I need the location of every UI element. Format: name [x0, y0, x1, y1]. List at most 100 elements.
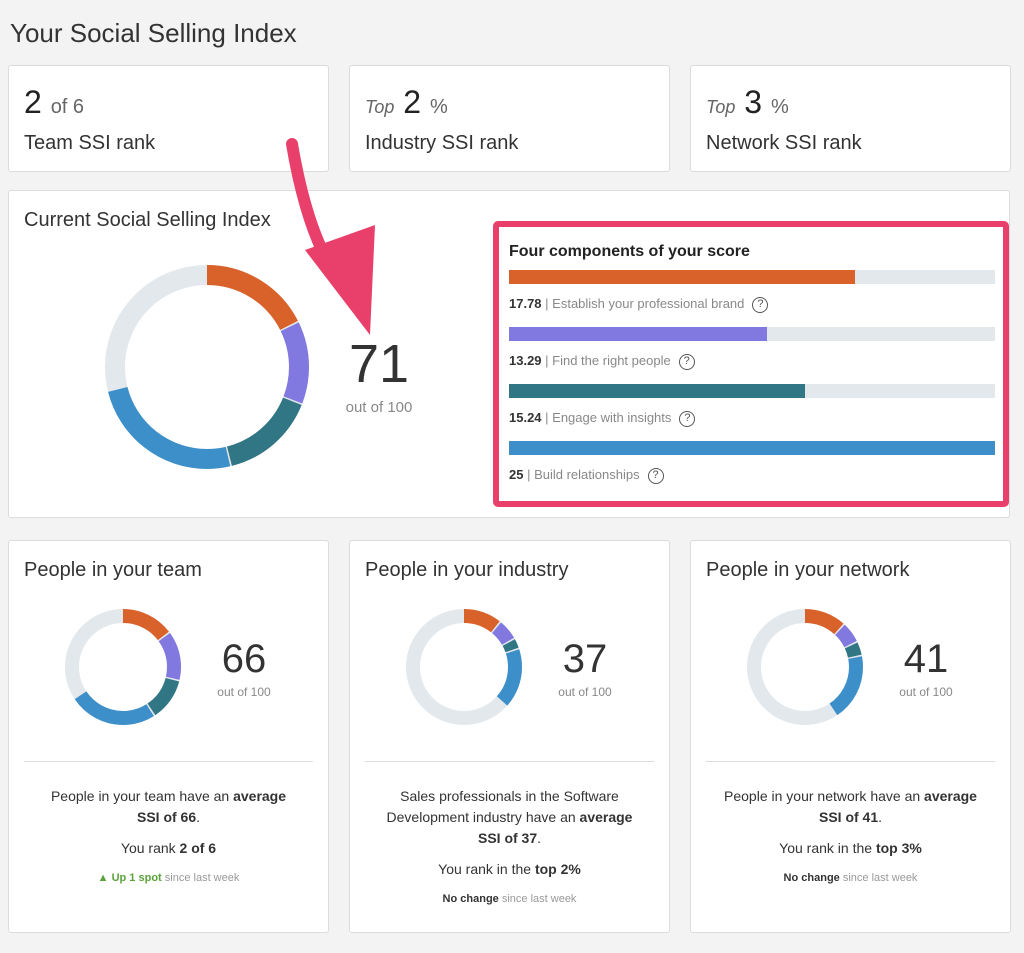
donut-segment	[65, 609, 181, 725]
donut-segment	[406, 609, 522, 725]
help-icon[interactable]: ?	[678, 353, 695, 370]
rank-number: 2	[24, 84, 42, 120]
desc-average: average SSI of 41	[818, 788, 977, 825]
change-period: since last week	[501, 893, 577, 905]
help-icon[interactable]: ?	[679, 410, 696, 427]
rank-suffix: %	[429, 96, 448, 118]
rank-bold: 2 of 6	[179, 840, 217, 856]
rank-card: 2 of 6 Team SSI rank	[8, 65, 329, 172]
component-bar-fill	[509, 441, 995, 455]
rank-label: Team SSI rank	[24, 132, 156, 154]
peer-group-change: No change since last week	[691, 872, 1010, 884]
donut-segment	[65, 609, 181, 725]
rank-suffix: of 6	[50, 96, 85, 118]
component-label: 17.78 | Establish your professional bran…	[509, 296, 769, 313]
component-value: 17.78	[509, 296, 542, 311]
change-period: since last week	[164, 872, 240, 884]
peer-group-rank: You rank in the top 2%	[350, 859, 669, 880]
donut-segment	[105, 265, 309, 469]
current-ssi-out-of: out of 100	[345, 399, 413, 416]
desc-average: average SSI of 37	[477, 809, 633, 846]
desc-text: People in your network have an	[724, 788, 921, 804]
peer-group-title: People in your industry	[365, 559, 569, 581]
component-bar-fill	[509, 270, 855, 284]
rank-number: 3	[744, 84, 763, 120]
peer-group-description: People in your team have an average SSI …	[9, 786, 328, 828]
peer-group-description: People in your network have an average S…	[691, 786, 1010, 828]
rank-text: You rank	[120, 840, 176, 856]
current-ssi-donut	[105, 265, 309, 469]
divider	[365, 761, 654, 762]
desc-end: .	[196, 809, 201, 825]
rank-value: Top 2 %	[365, 84, 448, 121]
rank-value: 2 of 6	[24, 84, 84, 121]
peer-group-change: ▲ Up 1 spot since last week	[9, 872, 328, 884]
current-ssi-title: Current Social Selling Index	[24, 209, 271, 231]
component-label: 15.24 | Engage with insights?	[509, 410, 696, 427]
component-name: | Engage with insights	[545, 410, 672, 425]
donut-segment	[747, 609, 863, 725]
help-icon[interactable]: ?	[647, 467, 664, 484]
rank-card: Top 2 % Industry SSI rank	[349, 65, 670, 172]
component-label: 25 | Build relationships?	[509, 467, 664, 484]
peer-group-score: 41	[903, 637, 949, 681]
divider	[24, 761, 313, 762]
rank-bold: top 3%	[875, 840, 922, 856]
change-status: No change	[783, 872, 840, 884]
peer-group-card: People in your team 66 out of 100 People…	[8, 540, 329, 933]
current-ssi-score: 71	[348, 334, 410, 394]
peer-group-score: 37	[562, 637, 608, 681]
rank-suffix: %	[770, 96, 789, 118]
component-bar-track	[509, 270, 995, 284]
component-bar-fill	[509, 327, 768, 341]
help-icon[interactable]: ?	[752, 296, 769, 313]
peer-group-rank: You rank 2 of 6	[9, 838, 328, 859]
peer-group-out-of: out of 100	[217, 685, 271, 699]
rank-label: Industry SSI rank	[365, 132, 519, 154]
component-bar-track	[509, 327, 995, 341]
peer-group-title: People in your team	[24, 559, 202, 581]
donut-segment	[105, 265, 309, 469]
component-value: 25	[509, 467, 524, 482]
rank-bold: top 2%	[534, 861, 581, 877]
peer-group-card: People in your network 41 out of 100 Peo…	[690, 540, 1011, 933]
component-name: | Establish your professional brand	[545, 296, 745, 311]
component-value: 13.29	[509, 353, 542, 368]
desc-average: average SSI of 66	[136, 788, 287, 825]
desc-end: .	[537, 830, 542, 846]
component-bar-track	[509, 384, 995, 398]
rank-value: Top 3 %	[706, 84, 789, 121]
peer-group-change: No change since last week	[350, 893, 669, 905]
divider	[706, 761, 995, 762]
rank-text: You rank in the	[779, 840, 873, 856]
desc-end: .	[878, 809, 883, 825]
components-title: Four components of your score	[509, 243, 750, 260]
donut-segment	[105, 265, 309, 469]
peer-group-rank: You rank in the top 3%	[691, 838, 1010, 859]
component-name: | Find the right people	[545, 353, 671, 368]
donut-segment	[406, 609, 522, 725]
rank-text: You rank in the	[438, 861, 532, 877]
peer-group-card: People in your industry 37 out of 100 Sa…	[349, 540, 670, 933]
desc-text: People in your team have an	[50, 788, 230, 804]
peer-group-donut	[406, 609, 522, 725]
peer-group-out-of: out of 100	[558, 685, 612, 699]
rank-number: 2	[403, 84, 422, 120]
rank-prefix: Top	[706, 97, 736, 117]
component-bar-fill	[509, 384, 806, 398]
peer-group-description: Sales professionals in the Software Deve…	[350, 786, 669, 849]
peer-group-out-of: out of 100	[899, 685, 953, 699]
donut-segment	[65, 609, 181, 725]
component-bar-track	[509, 441, 995, 455]
change-status: ▲ Up 1 spot	[97, 872, 162, 884]
annotation-arrow	[286, 138, 375, 335]
change-period: since last week	[842, 872, 918, 884]
component-label: 13.29 | Find the right people?	[509, 353, 695, 370]
rank-label: Network SSI rank	[706, 132, 862, 154]
components-panel: Four components of your score 17.78 | Es…	[493, 221, 1009, 507]
peer-group-score: 66	[221, 637, 267, 681]
peer-group-donut	[747, 609, 863, 725]
donut-segment	[747, 609, 863, 725]
change-status: No change	[442, 893, 499, 905]
component-name: | Build relationships	[527, 467, 640, 482]
